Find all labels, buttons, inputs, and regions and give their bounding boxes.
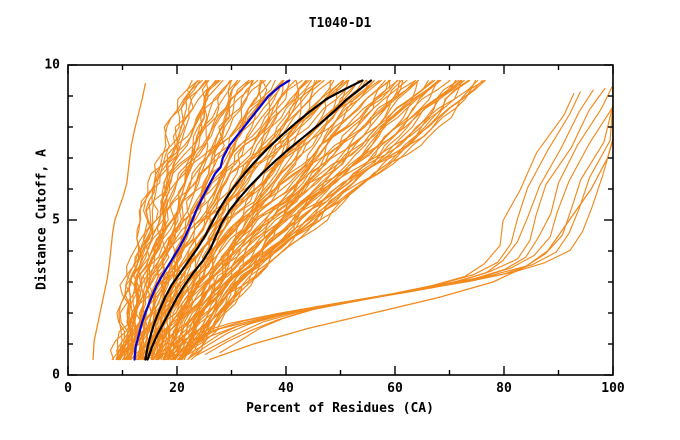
model-curve	[180, 79, 462, 361]
model-curve	[180, 79, 485, 361]
x-tick-label-100: 100	[601, 381, 625, 396]
model-curve	[180, 79, 457, 361]
model-curve	[139, 79, 291, 361]
model-curve	[167, 79, 408, 361]
reference-blue	[133, 79, 291, 361]
model-curve	[137, 79, 283, 361]
y-tick-label-10: 10	[44, 57, 60, 73]
x-tick-label-80: 80	[496, 381, 512, 396]
model-curve-bundle	[92, 79, 613, 361]
model-curve	[128, 79, 250, 361]
axis-ticks	[67, 64, 614, 376]
model-curve	[187, 79, 486, 361]
page-title: T1040-D1	[308, 16, 372, 31]
model-curve	[166, 79, 375, 361]
model-curve	[162, 79, 391, 361]
model-curve	[155, 79, 332, 361]
model-curve	[177, 79, 469, 361]
model-curve	[171, 79, 419, 361]
model-curve	[119, 79, 220, 361]
model-curve	[115, 79, 207, 361]
x-axis-label: Percent of Residues (CA)	[246, 401, 434, 416]
reference-black-2	[146, 79, 373, 361]
model-curve	[143, 79, 313, 361]
model-curve	[166, 79, 398, 361]
model-curve	[162, 79, 399, 361]
model-curve	[166, 79, 401, 361]
model-curve	[130, 79, 253, 361]
model-curve	[115, 79, 201, 361]
model-curve	[164, 87, 606, 361]
model-curve	[180, 79, 463, 361]
full-coverage-model	[209, 79, 613, 361]
model-curve	[128, 79, 239, 361]
left-outlier-model	[92, 82, 147, 361]
model-curve	[152, 79, 349, 361]
model-curve	[141, 79, 284, 361]
model-curve	[122, 79, 233, 361]
model-curve	[162, 79, 386, 361]
model-curve	[177, 79, 440, 361]
axis-frame	[67, 64, 614, 376]
model-curve	[137, 79, 285, 361]
model-curve	[178, 79, 442, 361]
model-curve	[111, 79, 199, 361]
x-tick-label-60: 60	[387, 381, 403, 396]
reference-black-1	[144, 79, 364, 361]
model-curve	[143, 91, 581, 361]
model-curve	[164, 79, 382, 361]
model-curve	[134, 79, 266, 361]
y-tick-label-5: 5	[52, 212, 60, 228]
model-curve	[187, 79, 483, 361]
model-curve	[151, 79, 360, 361]
model-curve	[194, 82, 613, 357]
x-tick-label-0: 0	[64, 381, 72, 396]
model-curve	[190, 79, 479, 361]
x-tick-label-40: 40	[278, 381, 294, 396]
model-curve	[176, 79, 436, 361]
model-curve	[169, 79, 419, 361]
model-curve	[118, 79, 199, 361]
model-curve	[119, 79, 233, 361]
reference-curves	[133, 79, 373, 361]
model-curve	[116, 79, 203, 361]
x-tick-label-20: 20	[169, 381, 185, 396]
y-tick-label-0: 0	[52, 367, 60, 383]
